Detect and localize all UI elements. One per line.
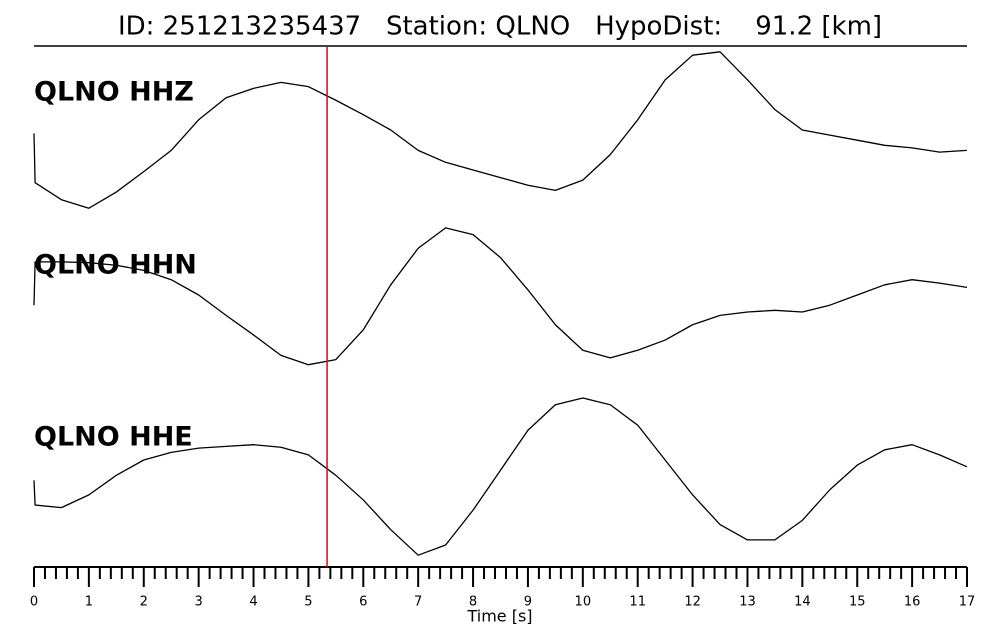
trace-label: QLNO HHN xyxy=(34,250,197,281)
x-tick-label: 3 xyxy=(195,595,203,610)
x-tick-label: 5 xyxy=(304,595,312,610)
trace-line xyxy=(33,227,968,366)
x-axis-label: Time [s] xyxy=(466,607,532,626)
trace-label: QLNO HHE xyxy=(34,422,193,453)
trace-line xyxy=(33,51,968,209)
x-tick-label: 6 xyxy=(359,595,367,610)
x-tick-label: 4 xyxy=(249,595,257,610)
x-tick-label: 17 xyxy=(959,595,976,610)
x-tick-label: 9 xyxy=(524,595,532,610)
x-tick-label: 8 xyxy=(469,595,477,610)
x-tick-label: 7 xyxy=(414,595,422,610)
x-tick-label: 1 xyxy=(85,595,93,610)
x-tick-label: 10 xyxy=(575,595,592,610)
x-tick-label: 15 xyxy=(849,595,866,610)
x-tick-label: 13 xyxy=(739,595,756,610)
trace-line xyxy=(33,397,968,556)
x-tick-label: 16 xyxy=(904,595,921,610)
x-tick-label: 0 xyxy=(30,595,38,610)
chart-title: ID: 251213235437 Station: QLNO HypoDist:… xyxy=(118,12,882,42)
trace-label: QLNO HHZ xyxy=(34,77,194,108)
x-tick-label: 2 xyxy=(140,595,148,610)
x-tick-label: 12 xyxy=(684,595,701,610)
x-tick-label: 11 xyxy=(629,595,646,610)
x-tick-label: 14 xyxy=(794,595,811,610)
